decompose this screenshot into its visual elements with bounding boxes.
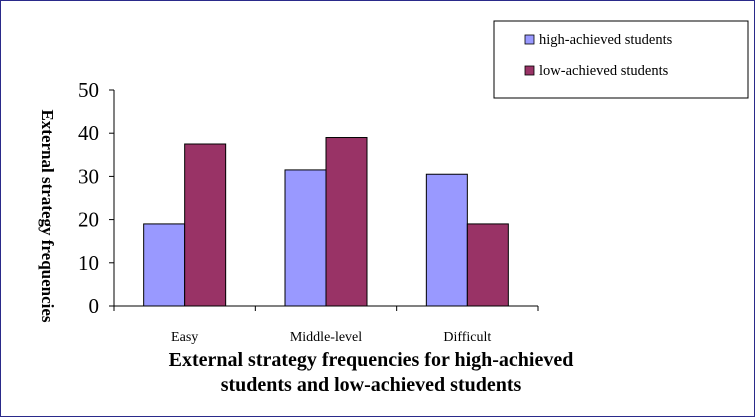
x-category-label: Middle-level	[290, 330, 362, 345]
y-axis-label: External strategy frequencies	[38, 109, 57, 322]
y-tick-label: 30	[78, 164, 99, 188]
x-category-label: Difficult	[443, 330, 491, 345]
bar-high-2	[425, 173, 468, 307]
legend: high-achieved students low-achieved stude…	[493, 20, 749, 99]
x-axis-title-line-1: External strategy frequencies for high-a…	[169, 349, 574, 371]
bar-low-0	[184, 143, 227, 307]
y-tick-label: 40	[78, 121, 99, 145]
x-axis-title-line-2: students and low-achieved students	[221, 374, 522, 396]
legend-box	[493, 20, 749, 99]
bar-low-1	[325, 137, 368, 307]
legend-label-0: high-achieved students	[539, 32, 673, 48]
bar-high-0	[143, 223, 186, 307]
legend-swatch-1	[524, 65, 535, 76]
x-category-label: Easy	[171, 330, 198, 345]
plot-area: 0 10 20 30 40 50 Easy Middle-level Difficult	[78, 78, 539, 345]
legend-label-1: low-achieved students	[539, 63, 669, 79]
bar-high-1	[284, 169, 327, 307]
legend-swatch-0	[524, 34, 535, 45]
y-tick-label: 0	[89, 294, 100, 318]
y-tick-label: 10	[78, 251, 99, 275]
bar-low-2	[466, 223, 509, 307]
y-tick-label: 50	[78, 78, 99, 102]
y-tick-label: 20	[78, 208, 99, 232]
